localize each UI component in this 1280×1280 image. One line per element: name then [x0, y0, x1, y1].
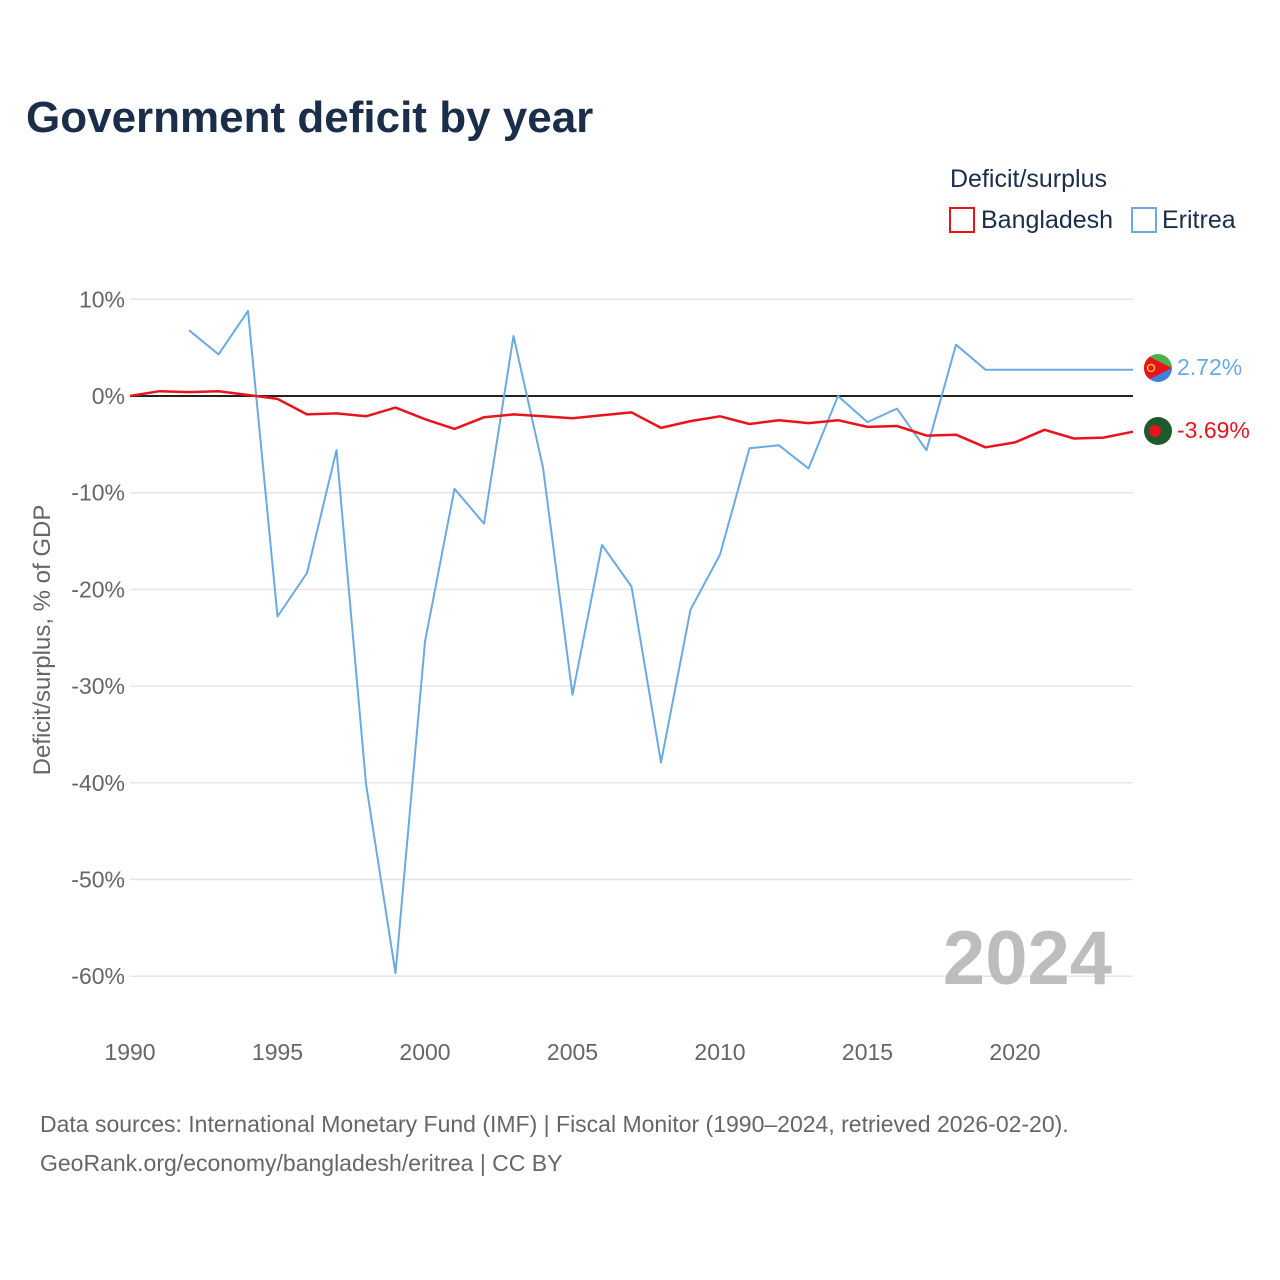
x-tick-label: 1995 — [252, 1039, 303, 1065]
x-tick-label: 1990 — [104, 1039, 155, 1065]
legend-swatch-bangladesh — [949, 207, 975, 233]
legend-item-eritrea[interactable]: Eritrea — [1131, 206, 1236, 234]
legend-title: Deficit/surplus — [950, 165, 1107, 193]
flag-bangladesh-icon — [1144, 417, 1172, 445]
legend-item-bangladesh[interactable]: Bangladesh — [949, 206, 1113, 234]
source-line-2[interactable]: GeoRank.org/economy/bangladesh/eritrea |… — [40, 1150, 562, 1176]
end-label-bangladesh: -3.69% — [1177, 417, 1250, 443]
y-axis-ticks: 10% 0% -10% -20% -30% -40% -50% -60% — [71, 286, 125, 989]
x-tick-label: 2010 — [694, 1039, 745, 1065]
y-tick-label: -10% — [71, 480, 125, 506]
y-tick-label: 10% — [79, 286, 125, 312]
x-axis-ticks: 1990 1995 2000 2005 2010 2015 2020 — [104, 1039, 1040, 1065]
y-tick-label: -40% — [71, 770, 125, 796]
end-label-eritrea: 2.72% — [1177, 354, 1242, 380]
y-tick-label: -60% — [71, 963, 125, 989]
x-tick-label: 2005 — [547, 1039, 598, 1065]
x-tick-label: 2000 — [399, 1039, 450, 1065]
y-tick-label: -50% — [71, 867, 125, 893]
page-title: Government deficit by year — [26, 93, 593, 142]
y-tick-label: -30% — [71, 673, 125, 699]
flag-eritrea-icon — [1144, 354, 1172, 382]
series-line-bangladesh[interactable] — [129, 389, 1134, 449]
x-tick-label: 2020 — [989, 1039, 1040, 1065]
legend-swatch-eritrea — [1131, 207, 1157, 233]
y-axis-label: Deficit/surplus, % of GDP — [29, 505, 56, 776]
legend-label-bangladesh: Bangladesh — [981, 206, 1113, 234]
year-watermark: 2024 — [943, 916, 1112, 1001]
y-tick-label: -20% — [71, 576, 125, 602]
series-lines — [129, 309, 1134, 975]
series-line-eritrea[interactable] — [188, 309, 1133, 975]
y-tick-label: 0% — [92, 383, 125, 409]
source-line-1: Data sources: International Monetary Fun… — [40, 1111, 1069, 1137]
legend-label-eritrea: Eritrea — [1162, 206, 1236, 234]
x-tick-label: 2015 — [842, 1039, 893, 1065]
legend: Deficit/surplus Bangladesh Eritrea — [949, 165, 1236, 234]
